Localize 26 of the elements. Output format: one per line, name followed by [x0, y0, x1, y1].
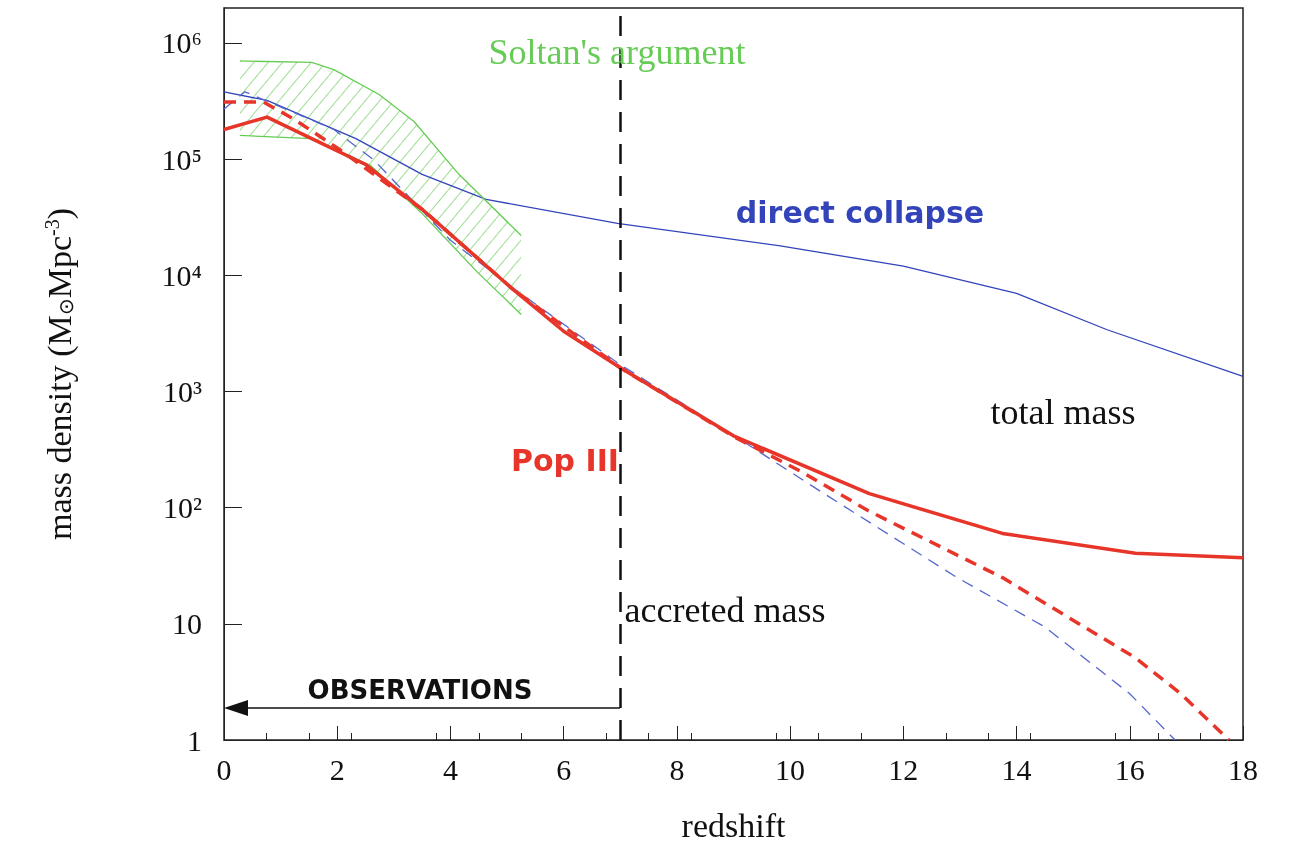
- y-tick-label: 10: [172, 607, 202, 641]
- y-tick-label: 1: [187, 723, 202, 757]
- y-axis-title: mass density (M⊙Mpc-3): [40, 207, 79, 541]
- x-tick-label: 8: [669, 752, 685, 786]
- annotation: OBSERVATIONS: [307, 675, 533, 705]
- x-tick-label: 2: [329, 752, 345, 786]
- y-tick-label: 10⁴: [161, 258, 202, 292]
- x-tick-label: 10: [775, 752, 806, 786]
- line-series: [223, 91, 1244, 377]
- x-axis-title: redshift: [681, 806, 786, 844]
- x-tick-label: 12: [888, 752, 919, 786]
- x-tick-label: 0: [216, 752, 232, 786]
- x-tick-label: 4: [442, 752, 458, 786]
- y-tick-label: 10⁶: [161, 26, 202, 60]
- x-tick-label: 14: [1001, 752, 1032, 786]
- text: Soltan's argument: [488, 32, 746, 72]
- annotation: accreted mass: [624, 590, 826, 630]
- series-label: direct collapse: [735, 194, 985, 230]
- y-tick-label: 10³: [163, 374, 202, 408]
- x-tick-label: 16: [1114, 752, 1145, 786]
- x-tick-label: 6: [556, 752, 572, 786]
- text: Pop III: [510, 442, 620, 478]
- y-tick-label: 10⁵: [161, 142, 202, 176]
- annotation: total mass: [990, 392, 1136, 432]
- y-tick-label: 10²: [163, 491, 202, 525]
- x-tick-label: 18: [1228, 752, 1258, 786]
